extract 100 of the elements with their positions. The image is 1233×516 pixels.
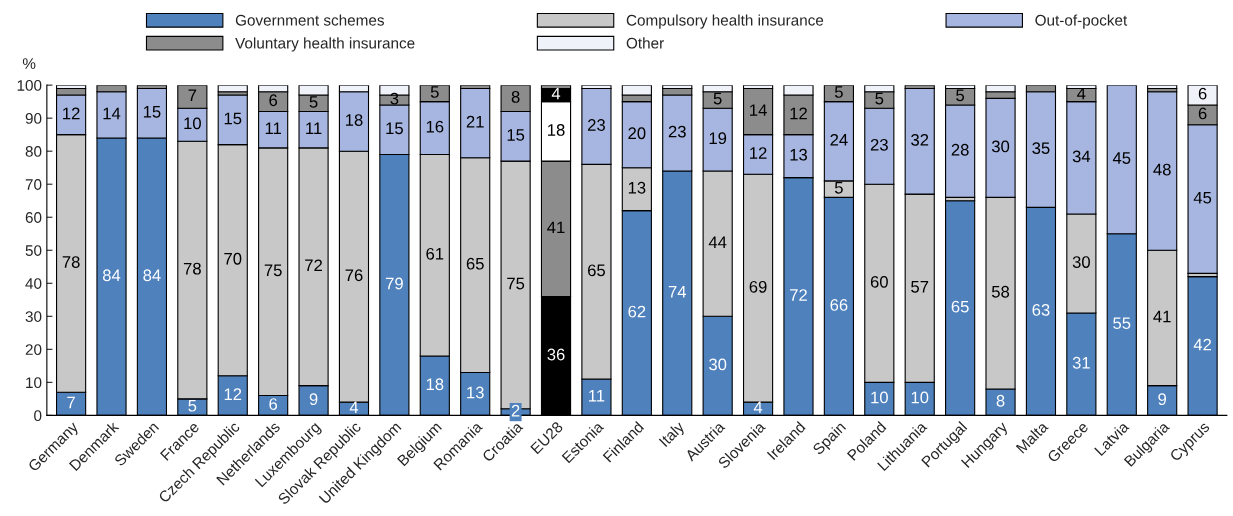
data-label: 12	[63, 107, 80, 120]
y-tick-label: 0	[34, 410, 42, 422]
y-axis-title: %	[22, 58, 36, 69]
data-label: 11	[265, 122, 281, 135]
data-label: 5	[834, 182, 843, 194]
data-label: 24	[830, 133, 848, 146]
y-tick-label: 90	[25, 113, 42, 124]
data-label: 55	[1113, 317, 1131, 330]
data-label: 66	[830, 299, 848, 311]
data-label: 6	[269, 94, 278, 107]
data-label: 15	[224, 112, 242, 125]
data-label: 62	[628, 305, 646, 318]
legend-label: Other	[626, 37, 664, 49]
data-label: 13	[628, 181, 646, 194]
data-label: 69	[749, 280, 767, 293]
data-label: 42	[1193, 338, 1212, 351]
data-label: 31	[1072, 356, 1090, 369]
data-label: 48	[1153, 163, 1171, 176]
data-label: 11	[589, 390, 605, 402]
data-label: 61	[426, 247, 444, 260]
data-label: 2	[511, 404, 520, 417]
data-label: 16	[426, 120, 444, 133]
data-label: 30	[1072, 256, 1090, 268]
data-label: 3	[390, 92, 399, 105]
x-tick-label: Italy	[658, 420, 688, 450]
data-label: 5	[430, 86, 439, 98]
data-label: 8	[996, 394, 1005, 407]
y-tick-label: 10	[26, 377, 42, 389]
data-label: 11	[306, 122, 322, 135]
data-label: 6	[1198, 107, 1207, 120]
data-label: 75	[264, 264, 282, 277]
data-label: 6	[269, 398, 278, 410]
data-label: 21	[466, 115, 484, 128]
legend-label: Out-of-pocket	[1035, 14, 1128, 29]
y-tick-label: 20	[25, 344, 42, 356]
data-label: 18	[426, 378, 444, 391]
y-tick-label: 50	[25, 245, 42, 256]
data-label: 9	[309, 393, 318, 405]
data-label: 7	[188, 89, 197, 102]
data-label: 72	[305, 259, 322, 272]
data-label: 13	[790, 148, 808, 161]
data-label: 14	[750, 104, 767, 116]
y-tick-label: 80	[25, 146, 42, 157]
data-label: 5	[309, 96, 318, 108]
data-label: 7	[67, 396, 75, 409]
data-label: 23	[588, 119, 605, 131]
data-label: 70	[224, 252, 242, 265]
data-label: 35	[1032, 142, 1050, 155]
data-label: 58	[991, 285, 1010, 298]
data-label: 32	[911, 133, 929, 146]
data-label: 5	[956, 89, 965, 102]
data-label: 41	[547, 221, 565, 234]
data-label: 6	[1198, 87, 1207, 100]
legend-label: Government schemes	[235, 14, 384, 26]
data-label: 79	[385, 277, 403, 290]
data-label: 18	[345, 114, 363, 126]
data-label: 10	[184, 117, 201, 130]
y-tick-label: 70	[25, 179, 42, 190]
data-label: 5	[834, 86, 843, 98]
y-tick-label: 40	[25, 278, 42, 289]
data-label: 60	[870, 275, 888, 288]
data-label: 30	[709, 358, 727, 371]
data-label: 65	[588, 264, 606, 277]
data-label: 75	[507, 277, 525, 290]
data-label: 41	[1153, 310, 1171, 323]
data-label: 84	[102, 269, 121, 282]
data-label: 74	[668, 286, 687, 298]
data-label: 12	[224, 388, 242, 400]
data-label: 15	[143, 106, 161, 118]
data-label: 9	[1158, 393, 1167, 405]
data-label: 84	[143, 269, 161, 282]
data-label: 8	[511, 91, 520, 103]
data-label: 13	[467, 386, 484, 399]
data-label: 44	[708, 236, 727, 248]
data-label: 15	[386, 122, 403, 135]
data-label: 45	[1193, 191, 1212, 204]
data-label: 4	[349, 401, 359, 414]
y-tick-label: 30	[25, 311, 42, 322]
data-label: 14	[103, 107, 121, 120]
data-label: 12	[790, 107, 807, 120]
legend-label: Voluntary health insurance	[235, 37, 415, 52]
data-label: 28	[951, 143, 969, 156]
data-label: 78	[62, 256, 80, 268]
data-label: 23	[668, 125, 686, 138]
y-tick-label: 60	[25, 212, 42, 223]
data-label: 78	[183, 262, 201, 275]
data-label: 10	[911, 391, 929, 404]
data-label: 12	[750, 147, 767, 159]
data-label: 72	[790, 289, 807, 301]
data-label: 5	[188, 399, 197, 412]
data-label: 5	[875, 92, 884, 105]
data-label: 18	[548, 124, 565, 136]
data-label: 4	[551, 87, 561, 100]
data-label: 19	[709, 132, 727, 145]
data-label: 15	[507, 129, 525, 141]
data-label: 5	[713, 92, 722, 105]
data-label: 45	[1112, 152, 1131, 164]
data-label: 20	[628, 127, 646, 140]
data-label: 34	[1072, 150, 1091, 163]
data-label: 36	[547, 348, 565, 361]
